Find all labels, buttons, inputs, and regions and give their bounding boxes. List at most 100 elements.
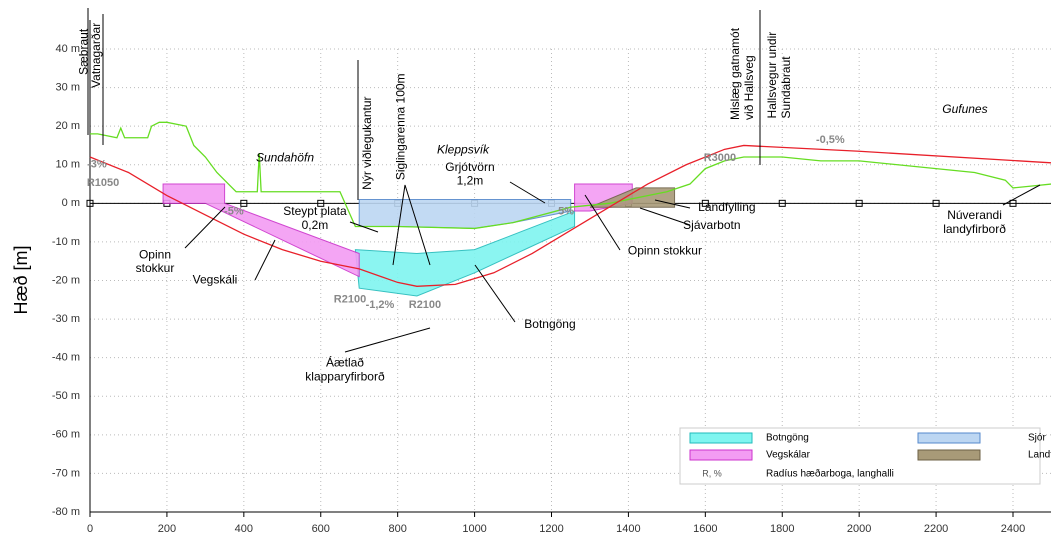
legend-swatch [689,449,753,461]
leader [254,239,276,281]
y-axis-label: Hæð [m] [11,245,31,314]
y-tick-label: 20 m [56,120,80,132]
annotation: Landfylling [698,200,755,214]
leader [509,181,546,204]
annotation: Núverandi landyfirborð [943,208,1006,236]
annotation: -3% [87,159,107,171]
leader [584,194,621,251]
leader [184,206,226,249]
y-tick-label: -50 m [52,390,80,402]
annotation: Vatnagarðar [89,23,103,88]
text-line: 0,2m [302,218,329,232]
area [354,210,576,297]
x-tick-label: 400 [235,523,253,535]
annotation: Áætlað klapparyfirborð [305,355,385,384]
annotation: Vegskáli [193,273,238,287]
text-line: klapparyfirborð [305,369,385,383]
x-tick-label: 2400 [1001,523,1025,535]
annotation: Sundahöfn [256,150,314,164]
legend-label: Radíus hæðarboga, langhalli [766,468,894,480]
annotation: Mislæg gatnamótvið Hallsveg [728,27,756,120]
annotation: Grjótvörn 1,2m [445,160,494,188]
text-line: Grjótvörn [445,160,494,174]
legend-entries: Botngöng Vegskálar Sjór Landfylling [689,432,1051,461]
series-line [89,144,1051,287]
text-line: Hallsvegur undir [765,32,779,119]
leader [1002,184,1041,206]
y-tick-label: 10 m [56,159,80,171]
y-tick-label: -20 m [52,274,80,286]
x-tick-label: 200 [158,523,176,535]
x-tick-label: 800 [388,523,406,535]
leader [392,184,431,266]
annotation: Sjávarbotn [683,218,740,232]
leader [474,264,516,323]
annotation: Botngöng [524,317,575,331]
leader [344,327,431,353]
text-line: Núverandi [947,208,1002,222]
leader [349,221,379,233]
y-tick-label: 0 m [62,197,80,209]
annotation: -0,5% [816,134,845,146]
annotation: R1050 [87,177,119,189]
text-line: Áætlað [326,355,364,370]
x-tick-label: 600 [312,523,330,535]
y-tick-label: -70 m [52,467,80,479]
text-line: Mislæg gatnamót [728,27,742,120]
annotation: Steypt plata 0,2m [283,204,347,232]
annotation: Opinn stokkur [136,248,175,276]
annotation: Gufunes [942,102,987,116]
legend-swatch [917,449,981,461]
lines [89,121,1051,287]
y-tick-label: -30 m [52,313,80,325]
area [162,183,360,278]
annotation: Siglingarenna 100m [393,73,407,180]
leader [654,199,691,209]
annotation: R3000 [704,152,736,164]
y-tick-label: -10 m [52,236,80,248]
x-tick-label: 1800 [770,523,794,535]
annotation: Sæbraut [76,28,90,75]
x-tick-label: 1200 [539,523,563,535]
text-line: Steypt plata [283,204,347,218]
annotation: Opinn stokkur [628,243,702,257]
text-line: Opinn [139,248,171,262]
text-line: stokkur [136,261,175,275]
annotation: Nýr viðlegukantur [360,96,374,189]
text-line: 1,2m [457,174,484,188]
x-tick-label: 2200 [924,523,948,535]
annotation: R2100 [409,299,441,311]
annotation: 5% [558,206,574,218]
area [358,198,572,229]
legend-label: Vegskálar [766,450,811,461]
y-tick-label: -40 m [52,352,80,364]
annotation: Hallsvegur undirSundabraut [765,32,793,119]
leader [639,207,691,226]
text-line: landyfirborð [943,222,1006,236]
leader-lines [87,8,1041,353]
y-tick-label: -60 m [52,429,80,441]
annotation: R2100 [334,294,366,306]
annotation: -5% [224,206,244,218]
x-tick-label: 1400 [616,523,640,535]
text-line: við Hallsveg [742,55,756,120]
areas [162,183,676,297]
series-line [90,121,1051,230]
x-tick-label: 0 [87,523,93,535]
y-tick-label: -80 m [52,506,80,518]
x-tick-label: 1000 [462,523,486,535]
legend-label: Botngöng [766,433,809,444]
annotation: -1,2% [366,299,395,311]
annotation: Kleppsvík [437,142,490,156]
legend-swatch [689,432,753,444]
legend-swatch [917,432,981,444]
x-tick-label: 2000 [847,523,871,535]
x-tick-label: 1600 [693,523,717,535]
y-tick-label: 30 m [56,81,80,93]
legend-label: Landfylling [1028,450,1051,461]
legend: Botngöng Vegskálar Sjór Landfylling R, % Ra… [679,427,1051,485]
legend-label: Sjór [1028,433,1046,444]
